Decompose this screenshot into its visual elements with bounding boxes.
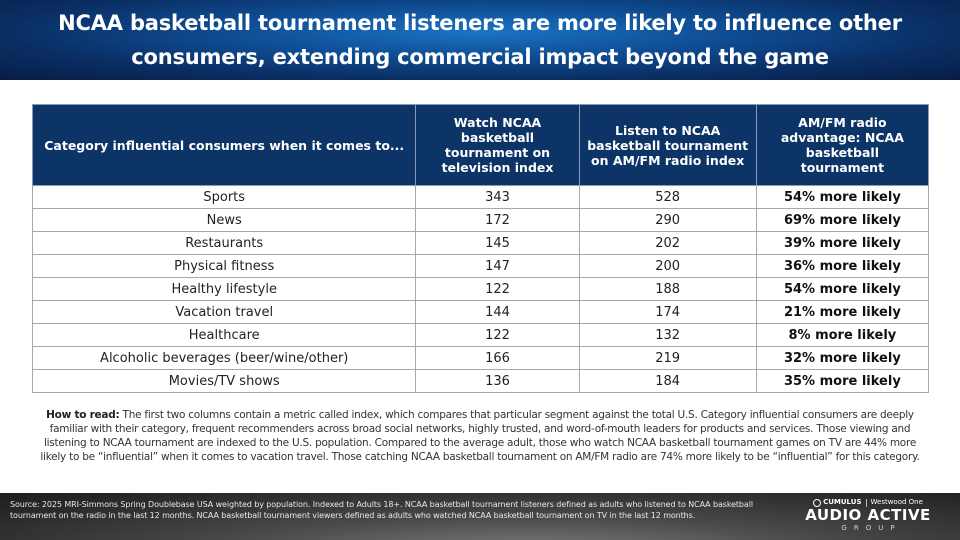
tv-index-cell: 122 [415,323,580,347]
advantage-cell: 69% more likely [755,208,930,232]
table-row: Vacation travel 144 174 21% more likely [31,300,930,324]
tv-index-cell: 172 [415,208,580,232]
category-cell: Physical fitness [31,254,417,278]
column-header-radio-advantage: AM/FM radio advantage: NCAA basketball t… [755,104,930,186]
page-title: NCAA basketball tournament listeners are… [58,11,902,69]
tv-index-cell: 343 [415,185,580,209]
audio-active-group-logo: CUMULUS Westwood One AUDIO ACTIVE GROUP [798,498,938,533]
table-row: Healthcare 122 132 8% more likely [31,323,930,347]
tv-index-cell: 122 [415,277,580,301]
category-cell: Restaurants [31,231,417,255]
radio-index-cell: 219 [578,346,757,370]
logo-sub-text: GROUP [841,524,902,532]
tv-index-cell: 166 [415,346,580,370]
source-note: Source: 2025 MRI-Simmons Spring Doubleba… [10,500,753,520]
advantage-cell: 39% more likely [755,231,930,255]
category-cell: Movies/TV shows [31,369,417,393]
advantage-cell: 54% more likely [755,185,930,209]
column-header-radio-index: Listen to NCAA basketball tournament on … [578,104,757,186]
logo-partner-row: CUMULUS Westwood One [798,498,938,507]
advantage-cell: 21% more likely [755,300,930,324]
column-header-tv-index: Watch NCAA basketball tournament on tele… [415,104,580,186]
radio-index-cell: 290 [578,208,757,232]
logo-main-text: AUDIO ACTIVE [805,506,931,524]
radio-index-cell: 200 [578,254,757,278]
westwood-one-label: Westwood One [870,498,923,506]
advantage-cell: 32% more likely [755,346,930,370]
advantage-cell: 54% more likely [755,277,930,301]
category-cell: Healthcare [31,323,417,347]
footer-bar: Source: 2025 MRI-Simmons Spring Doubleba… [0,493,960,540]
radio-index-cell: 188 [578,277,757,301]
advantage-cell: 36% more likely [755,254,930,278]
table-row: News 172 290 69% more likely [31,208,930,232]
category-cell: Alcoholic beverages (beer/wine/other) [31,346,417,370]
category-cell: Vacation travel [31,300,417,324]
column-header-category: Category influential consumers when it c… [31,104,417,186]
influence-table: Category influential consumers when it c… [31,104,930,393]
how-to-read-label: How to read: [46,409,120,421]
table-row: Healthy lifestyle 122 188 54% more likel… [31,277,930,301]
cumulus-label: CUMULUS [823,498,862,506]
radio-index-cell: 202 [578,231,757,255]
cumulus-circle-icon [813,498,822,507]
how-to-read-text: The first two columns contain a metric c… [40,409,920,463]
category-cell: Healthy lifestyle [31,277,417,301]
category-cell: News [31,208,417,232]
tv-index-cell: 147 [415,254,580,278]
tv-index-cell: 145 [415,231,580,255]
advantage-cell: 8% more likely [755,323,930,347]
table-header-row: Category influential consumers when it c… [31,104,930,186]
radio-index-cell: 528 [578,185,757,209]
table-row: Sports 343 528 54% more likely [31,185,930,209]
how-to-read-note: How to read: The first two columns conta… [40,408,920,464]
table-row: Movies/TV shows 136 184 35% more likely [31,369,930,393]
table-row: Alcoholic beverages (beer/wine/other) 16… [31,346,930,370]
radio-index-cell: 132 [578,323,757,347]
radio-index-cell: 184 [578,369,757,393]
table-row: Restaurants 145 202 39% more likely [31,231,930,255]
advantage-cell: 35% more likely [755,369,930,393]
cumulus-logo: CUMULUS [813,498,862,507]
category-cell: Sports [31,185,417,209]
table-row: Physical fitness 147 200 36% more likely [31,254,930,278]
radio-index-cell: 174 [578,300,757,324]
logo-divider [865,498,867,507]
title-banner: NCAA basketball tournament listeners are… [0,0,960,80]
tv-index-cell: 144 [415,300,580,324]
tv-index-cell: 136 [415,369,580,393]
